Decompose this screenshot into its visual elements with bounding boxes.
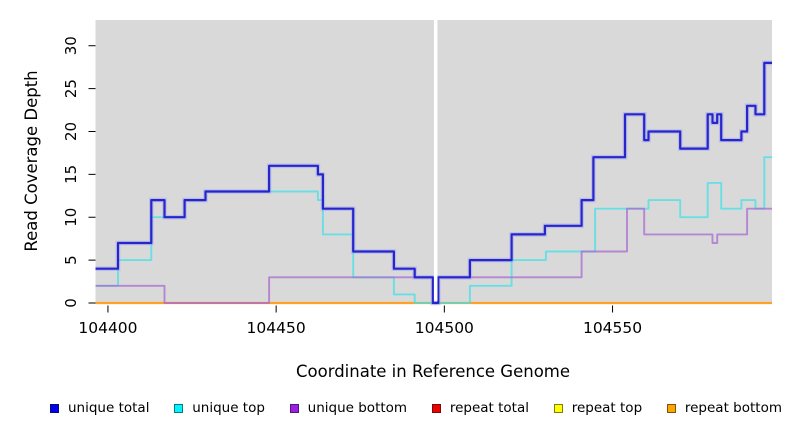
x-tick-label: 104500 [415,319,474,337]
x-tick-label: 104400 [78,319,137,337]
plot-background [95,20,772,303]
series-line-unique-bottom [95,207,772,304]
legend-swatch-icon [553,403,563,413]
y-tick-label: 20 [62,122,80,141]
legend-swatch-icon [666,403,676,413]
y-tick-label: 10 [62,208,80,227]
legend-item-unique-top: unique top [174,400,265,416]
legend-item-repeat-top: repeat top [553,400,643,416]
y-tick-label: 0 [62,298,80,308]
legend-item-unique-total: unique total [50,400,149,416]
legend-label: repeat top [571,400,643,416]
legend-label: repeat bottom [684,400,782,416]
series-line-unique-total [95,61,772,305]
legend-item-unique-bottom: unique bottom [289,400,408,416]
legend-item-repeat-bottom: repeat bottom [666,400,782,416]
x-tick-label: 104450 [247,319,306,337]
coverage-gap-band [433,20,438,301]
chart-canvas: Coordinate in Reference Genome Read Cove… [22,20,772,381]
x-tick-label: 104550 [583,319,642,337]
y-axis-title: Read Coverage Depth [22,70,41,251]
coverage-plot-figure: Coordinate in Reference Genome Read Cove… [22,20,772,381]
legend-item-repeat-total: repeat total [431,400,529,416]
legend-swatch-icon [431,403,441,413]
legend-swatch-icon [50,403,59,413]
y-tick-label: 30 [62,36,80,55]
chart-legend: unique total unique top unique bottom repea… [50,399,782,417]
legend-swatch-icon [289,403,299,413]
legend-label: unique bottom [307,400,408,416]
y-tick-label: 25 [62,79,80,98]
legend-label: unique total [68,400,150,416]
legend-label: unique top [192,400,265,416]
legend-label: repeat total [449,400,529,416]
y-tick-label: 5 [62,255,80,265]
legend-swatch-icon [174,403,184,413]
y-tick-label: 15 [62,165,80,184]
x-axis-title: Coordinate in Reference Genome [296,362,570,381]
